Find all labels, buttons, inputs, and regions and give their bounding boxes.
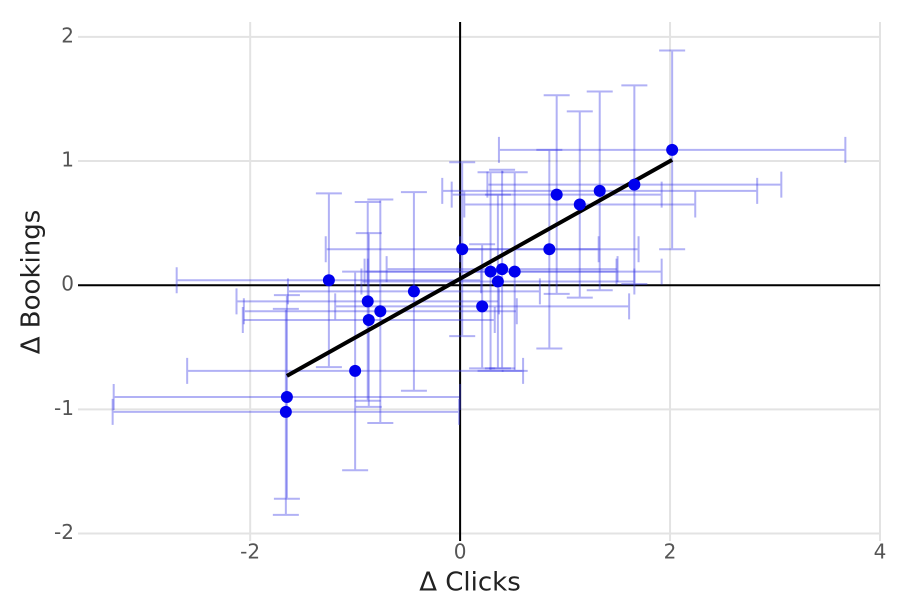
point <box>322 274 335 287</box>
point <box>628 178 641 191</box>
point <box>491 275 504 288</box>
y-tick-label: 0 <box>61 272 74 296</box>
y-axis-label: Δ Bookings <box>17 210 47 355</box>
x-axis-label: Δ Clicks <box>419 568 521 598</box>
point <box>543 243 556 256</box>
point <box>407 285 420 298</box>
point <box>374 305 387 318</box>
x-tick-label: 2 <box>664 540 677 564</box>
fit-line <box>285 158 674 378</box>
point <box>508 265 521 278</box>
point <box>496 263 509 276</box>
point <box>279 405 292 418</box>
point <box>362 313 375 326</box>
y-tick-label: -2 <box>54 520 74 544</box>
point <box>573 198 586 211</box>
y-tick-label: 1 <box>61 148 74 172</box>
point <box>550 188 563 201</box>
x-tick-label: 4 <box>874 540 887 564</box>
point <box>593 184 606 197</box>
point <box>280 390 293 403</box>
point <box>666 143 679 156</box>
y-tick-label: 2 <box>61 23 74 47</box>
x-tick-label: 0 <box>454 540 467 564</box>
point <box>349 364 362 377</box>
x-tick-label: -2 <box>240 540 260 564</box>
point <box>361 295 374 308</box>
y-tick-label: -1 <box>54 396 74 420</box>
point <box>484 265 497 278</box>
point <box>456 243 469 256</box>
point <box>476 300 489 313</box>
